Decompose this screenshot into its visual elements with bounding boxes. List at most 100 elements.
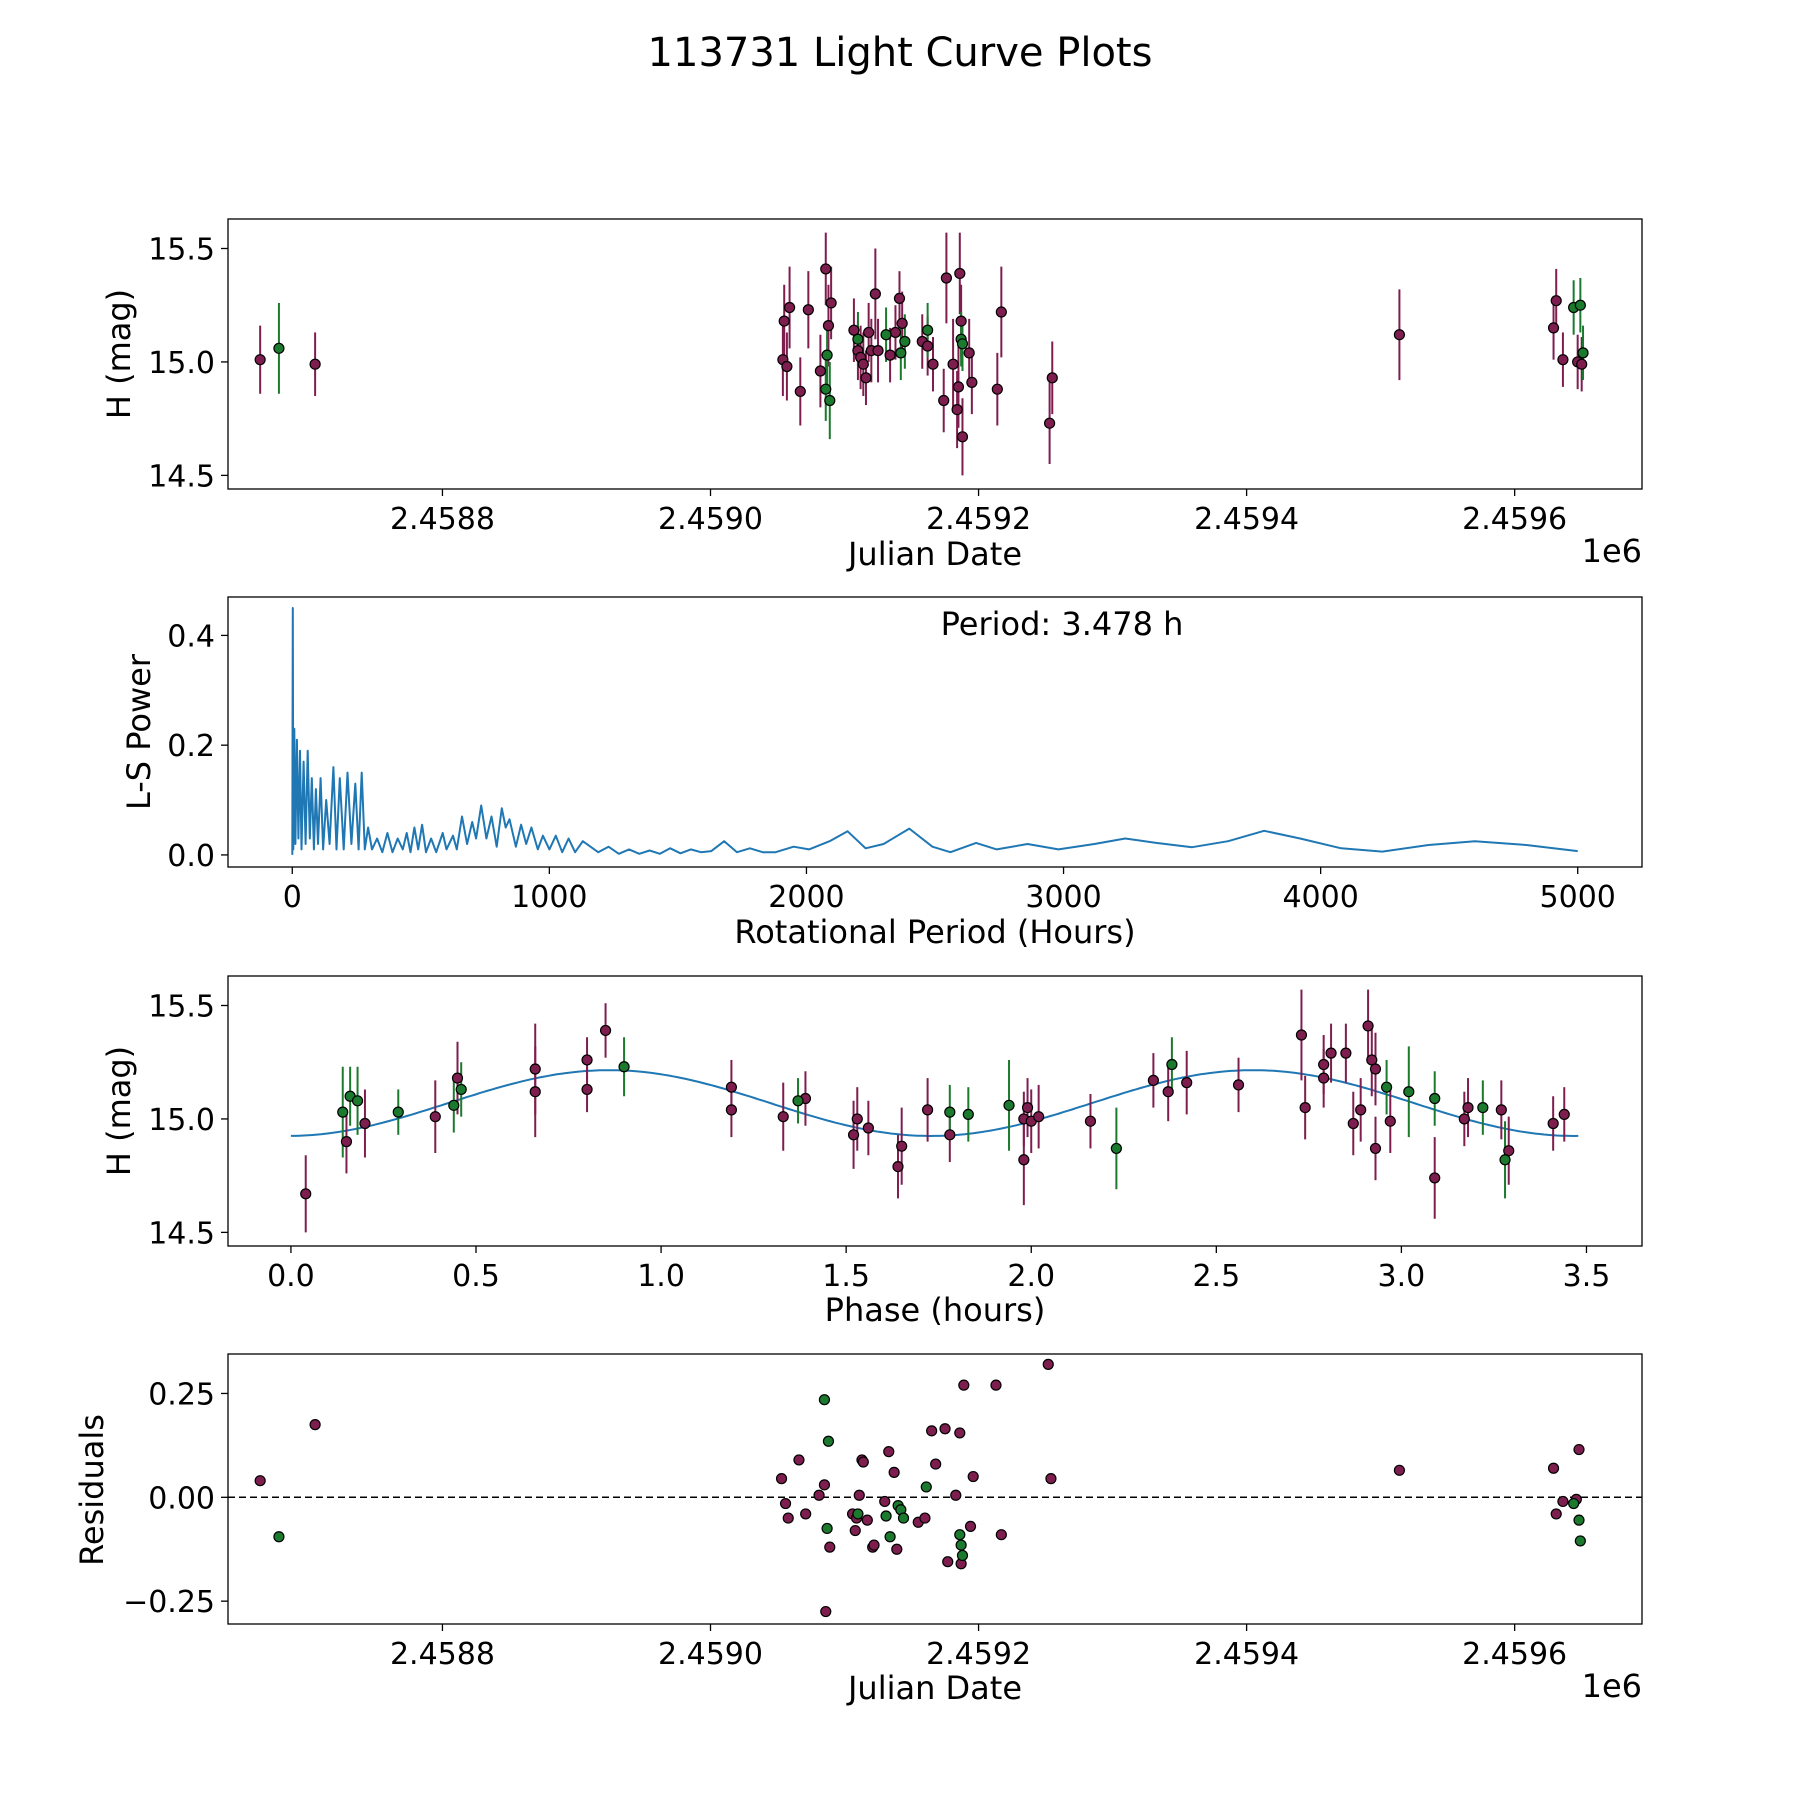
data-point-maroon	[451, 1072, 464, 1084]
data-point-maroon	[860, 372, 872, 384]
y-tick-label: 14.5	[148, 1216, 215, 1251]
data-point-green	[944, 1106, 956, 1118]
data-point-maroon	[822, 320, 835, 332]
data-point-maroon	[922, 340, 934, 352]
x-tick-label: 2000	[768, 880, 844, 915]
data-point-maroon	[1547, 322, 1560, 334]
data-point-maroon	[893, 292, 906, 305]
y-tick-label: −0.25	[123, 1585, 215, 1620]
data-point-maroon	[891, 1543, 903, 1555]
data-point-maroon	[896, 1140, 908, 1152]
data-point-maroon	[1355, 1104, 1367, 1116]
x-tick-label: 2.4594	[1194, 1637, 1299, 1672]
y-tick-label: 15.5	[148, 989, 215, 1024]
lightcurve-x-offset: 1e6	[1582, 532, 1642, 570]
data-point-green	[1110, 1142, 1122, 1155]
data-point-maroon	[781, 360, 793, 373]
data-point-green	[820, 383, 832, 395]
data-point-maroon	[1181, 1077, 1193, 1089]
data-point-green	[273, 1531, 285, 1543]
data-point-green	[956, 1549, 969, 1562]
data-point-maroon	[581, 1083, 593, 1096]
data-point-maroon	[1299, 1101, 1311, 1114]
x-tick-label: 3.5	[1563, 1259, 1611, 1294]
data-point-maroon	[956, 431, 969, 443]
data-point-green	[1499, 1154, 1511, 1166]
data-point-maroon	[1021, 1101, 1034, 1114]
data-point-maroon	[939, 1423, 951, 1435]
data-point-maroon	[896, 317, 908, 329]
data-point-green	[792, 1095, 804, 1107]
data-point-maroon	[861, 1514, 873, 1526]
data-point-maroon	[529, 1063, 541, 1075]
data-point-maroon	[952, 381, 965, 393]
data-point-maroon	[1232, 1079, 1245, 1091]
x-tick-label: 2.4592	[926, 1637, 1031, 1672]
data-point-green	[962, 1108, 974, 1121]
data-point-green	[922, 324, 934, 336]
data-point-maroon	[1495, 1104, 1507, 1116]
data-point-maroon	[1429, 1172, 1441, 1184]
phased-panel: 0.0 0.5 1.0 1.5 2.0 2.5 3.0 3.5 14.5 15.0 15.5 Pha…	[100, 975, 1643, 1329]
data-point-green	[884, 1531, 896, 1543]
y-tick-label: 0.0	[167, 839, 215, 874]
data-point-maroon	[778, 315, 790, 327]
y-tick-label: 15.5	[148, 232, 215, 267]
x-tick-label: 0	[283, 880, 302, 915]
lightcurve-ticks: 2.4588 2.4590 2.4592 2.4594 2.4596 14.5 15.0 15…	[148, 232, 1567, 537]
x-tick-label: 0.0	[267, 1259, 315, 1294]
data-point-maroon	[814, 365, 827, 377]
periodogram-xlabel: Rotational Period (Hours)	[734, 913, 1135, 951]
data-point-maroon	[951, 403, 963, 416]
residuals-x-offset: 1e6	[1582, 1667, 1642, 1705]
lightcurve-xlabel: Julian Date	[846, 535, 1022, 573]
data-point-maroon	[1362, 1020, 1374, 1032]
data-point-maroon	[1325, 1047, 1337, 1059]
data-point-maroon	[725, 1081, 738, 1093]
data-point-maroon	[883, 1446, 895, 1458]
data-point-maroon	[818, 1479, 831, 1491]
data-point-maroon	[1369, 1142, 1382, 1155]
x-tick-label: 3000	[1025, 880, 1101, 915]
data-point-maroon	[1393, 329, 1406, 341]
data-point-maroon	[995, 306, 1007, 318]
data-point-green	[1568, 1497, 1580, 1510]
data-point-green	[618, 1061, 630, 1073]
periodogram-line	[291, 607, 1578, 855]
data-point-maroon	[309, 358, 321, 370]
data-point-maroon	[1046, 372, 1058, 384]
data-point-maroon	[947, 358, 959, 370]
data-point-maroon	[1369, 1063, 1382, 1075]
data-point-maroon	[725, 1104, 738, 1116]
x-tick-label: 1.5	[822, 1259, 870, 1294]
data-point-green	[392, 1106, 404, 1118]
data-point-maroon	[1347, 1117, 1359, 1130]
data-point-green	[822, 1435, 835, 1447]
data-point-maroon	[529, 1086, 541, 1098]
figure-title: 113731 Light Curve Plots	[648, 30, 1153, 76]
data-point-maroon	[794, 385, 806, 398]
periodogram-panel: 0 1000 2000 3000 4000 5000 0.0 0.2 0.4 Period: 3…	[120, 596, 1643, 951]
data-point-maroon	[919, 1512, 931, 1524]
y-tick-label: 0.4	[167, 619, 215, 654]
x-tick-label: 0.5	[452, 1259, 500, 1294]
data-point-maroon	[254, 1475, 266, 1487]
data-point-maroon	[1084, 1115, 1097, 1127]
data-point-green	[1403, 1086, 1415, 1098]
data-point-maroon	[340, 1136, 353, 1148]
data-point-maroon	[1045, 1473, 1057, 1485]
data-point-maroon	[581, 1054, 593, 1066]
data-point-maroon	[359, 1117, 371, 1130]
x-tick-label: 2.4592	[926, 502, 1031, 537]
data-point-maroon	[1576, 358, 1588, 370]
data-point-green	[1003, 1099, 1015, 1111]
data-point-maroon	[783, 301, 796, 314]
data-point-green	[897, 1512, 910, 1524]
data-point-maroon	[820, 263, 832, 275]
x-tick-label: 2.0	[1007, 1259, 1055, 1294]
model-fit-curve	[290, 1069, 1579, 1138]
data-point-maroon	[954, 1427, 966, 1439]
data-point-maroon	[1557, 1495, 1569, 1508]
data-point-maroon	[889, 326, 902, 339]
